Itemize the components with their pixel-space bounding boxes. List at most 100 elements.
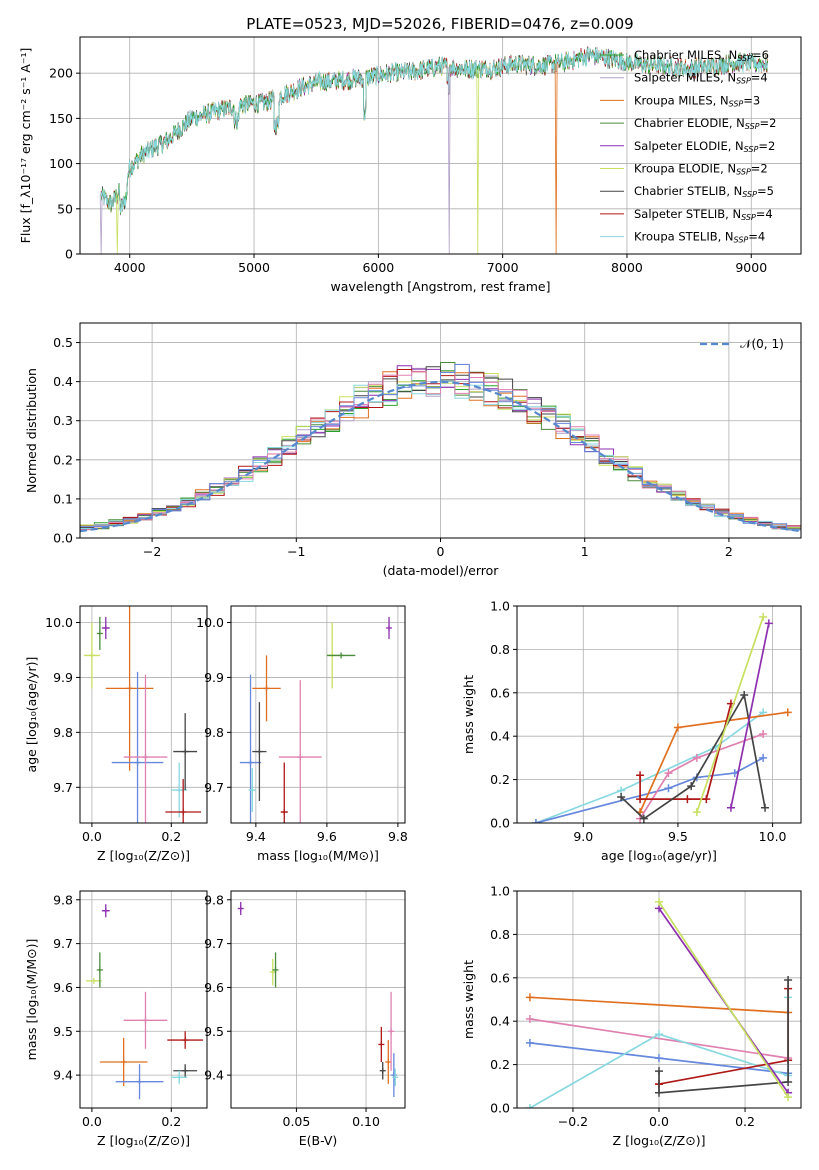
x-tick-label: 9.4 — [246, 829, 266, 844]
y-tick-label: 0.5 — [53, 335, 73, 350]
errorbar-point — [83, 622, 100, 689]
y-tick-label: 9.4 — [204, 1068, 224, 1083]
plot-area — [525, 897, 793, 1108]
weight-marker — [655, 897, 663, 906]
panel-age_vs_Z: 0.0 0.2 9.7 9.8 9.9 10.0 Z [log₁₀(Z/Z⊙)] age [l… — [24, 605, 208, 863]
weight-marker — [655, 1054, 663, 1063]
weight-marker — [673, 723, 682, 732]
legend-entry: Kroupa MILES, NSSP=3 — [634, 93, 760, 108]
weight-marker — [525, 1104, 534, 1108]
y-tick-label: 0.0 — [490, 816, 510, 831]
weight-marker — [655, 1067, 663, 1076]
legend: Chabrier MILES, NSSP=6 Salpeter MILES, NS… — [600, 48, 776, 245]
y-tick-label: 0.2 — [490, 772, 510, 787]
x-tick-label: 9.5 — [668, 829, 688, 844]
weight-marker — [784, 1077, 793, 1086]
grid — [231, 891, 405, 1108]
y-axis-label: Flux [f_λ10⁻¹⁷ erg cm⁻² s⁻¹ A⁻¹] — [18, 48, 33, 244]
y-tick-label: 0.4 — [490, 729, 510, 744]
errorbar-point — [269, 958, 276, 986]
axes-frame — [230, 605, 406, 824]
y-tick-label: 0.2 — [53, 452, 73, 467]
errorbar-point — [252, 702, 267, 802]
y-tick-label: 9.7 — [53, 780, 73, 795]
panel-mass_vs_EBV: 0.05 0.10 9.4 9.5 9.6 9.7 9.8 E(B-V) — [204, 890, 406, 1148]
axes-frame — [79, 36, 802, 255]
grid — [80, 891, 207, 1108]
errorbar-point — [388, 991, 395, 1071]
spectrum-glitch — [554, 63, 558, 254]
weight-marker — [759, 753, 768, 762]
y-tick-label: 0.0 — [53, 531, 73, 546]
y-tick-label: 50 — [57, 201, 73, 216]
axes-frame — [230, 890, 406, 1109]
panel-residuals: −2 −1 0 1 2 0.0 0.1 0.2 0.3 0.4 0.5 (data-model)/er… — [24, 322, 802, 578]
y-tick-label: 9.4 — [53, 1068, 73, 1083]
y-tick-label: 10.0 — [196, 615, 224, 630]
y-tick-label: 1.0 — [490, 884, 510, 899]
y-tick-label: 200 — [49, 66, 73, 81]
errorbar-point — [105, 606, 154, 771]
spectrum-glitch — [447, 66, 451, 254]
x-tick-label: 5000 — [238, 260, 270, 275]
errorbar-point — [96, 616, 103, 650]
errorbar-point — [237, 901, 244, 916]
x-tick-label: 9.8 — [388, 829, 408, 844]
x-tick-label: 0.2 — [161, 1114, 181, 1129]
weight-marker — [784, 1093, 793, 1102]
x-tick-label: 6000 — [362, 260, 394, 275]
errorbar-point — [111, 671, 164, 823]
x-axis-label: mass [log₁₀(M/M⊙)] — [257, 848, 379, 863]
y-tick-label: 0.6 — [490, 970, 510, 985]
weight-marker — [664, 769, 673, 778]
y-tick-label: 0.1 — [53, 491, 73, 506]
weight-series — [726, 619, 773, 812]
y-tick-label: 9.5 — [53, 1024, 73, 1039]
y-tick-label: 0.2 — [490, 1057, 510, 1072]
plot-area — [83, 606, 202, 823]
legend-entry: Chabrier STELIB, NSSP=5 — [634, 184, 774, 199]
errorbar-point — [386, 616, 393, 639]
weight-marker — [740, 690, 749, 699]
plot-area — [239, 616, 393, 823]
x-tick-label: 10.0 — [759, 829, 787, 844]
errorbar-point — [173, 1064, 198, 1078]
legend-entry: 𝒩(0, 1) — [740, 337, 784, 351]
weight-marker — [687, 782, 696, 791]
weight-marker — [783, 708, 792, 717]
x-tick-label: 9.0 — [573, 829, 593, 844]
y-tick-label: 0 — [65, 247, 73, 262]
y-tick-label: 9.8 — [53, 725, 73, 740]
errorbar-point — [248, 768, 256, 813]
x-tick-label: 9000 — [735, 260, 767, 275]
x-axis-label: Z [log₁₀(Z/Z⊙)] — [97, 848, 190, 863]
x-tick-label: 1 — [581, 544, 589, 559]
legend-entry: Salpeter STELIB, NSSP=4 — [634, 207, 773, 222]
errorbar-point — [326, 652, 356, 659]
errorbar-point — [167, 1031, 204, 1049]
x-tick-label: −2 — [143, 544, 161, 559]
x-tick-label: 0.2 — [161, 829, 181, 844]
grid — [231, 606, 405, 823]
y-tick-label: 1.0 — [490, 599, 510, 614]
legend-entry: Chabrier MILES, NSSP=6 — [634, 48, 769, 63]
x-tick-label: 4000 — [114, 260, 146, 275]
y-tick-label: 9.6 — [204, 980, 224, 995]
x-axis-label: Z [log₁₀(Z/Z⊙)] — [97, 1133, 190, 1148]
panel-mass_weight_vs_Z: −0.2 0.0 0.2 0.0 0.2 0.4 0.6 0.8 1.0 Z [log₁₀(Z/Z… — [461, 884, 802, 1148]
x-tick-label: 0.0 — [649, 1114, 669, 1129]
errorbar-point — [99, 1037, 148, 1087]
y-tick-label: 0.0 — [490, 1101, 510, 1116]
y-tick-label: 0.4 — [53, 374, 73, 389]
x-axis-label: wavelength [Angstrom, rest frame] — [330, 279, 550, 294]
weight-marker — [531, 819, 540, 823]
y-tick-label: 0.6 — [490, 685, 510, 700]
errorbar-point — [390, 1053, 397, 1098]
errorbar-point — [173, 713, 198, 791]
weight-marker — [764, 619, 773, 628]
y-tick-label: 9.7 — [53, 936, 73, 951]
figure-title: PLATE=0523, MJD=52026, FIBERID=0476, z=0… — [246, 15, 633, 33]
weight-marker — [525, 993, 534, 1002]
weight-series — [692, 612, 768, 817]
weight-marker — [655, 1030, 663, 1039]
